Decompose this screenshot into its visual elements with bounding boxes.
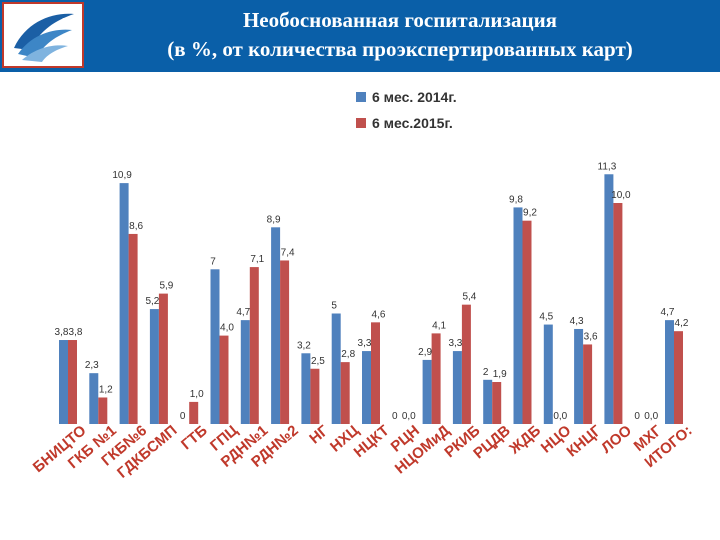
bar-2014-6: [240, 320, 250, 424]
data-label-2014-4: 0: [180, 411, 186, 422]
data-label-2015-0: 3,8: [69, 327, 83, 338]
data-label-2015-7: 7,4: [281, 247, 295, 258]
data-label-2014-18: 11,3: [598, 161, 617, 172]
bar-2014-1: [89, 373, 99, 424]
data-label-2014-11: 0: [392, 411, 398, 422]
data-label-2014-20: 4,7: [661, 307, 675, 318]
data-label-2015-3: 5,9: [159, 281, 173, 292]
legend-swatch-2014: [356, 92, 366, 102]
data-label-2014-3: 5,2: [145, 296, 159, 307]
bar-2014-7: [271, 227, 281, 424]
legend-swatch-2015: [356, 118, 366, 128]
bar-2014-18: [604, 174, 614, 424]
bar-2014-17: [574, 328, 584, 424]
bar-2015-0: [68, 340, 77, 424]
logo-image: [2, 2, 84, 68]
data-label-2014-13: 3,3: [448, 338, 462, 349]
data-label-2015-14: 1,9: [493, 369, 507, 380]
bar-2015-7: [280, 260, 290, 424]
data-label-2015-4: 1,0: [190, 389, 204, 400]
category-label-18: ЛОО: [598, 422, 635, 457]
data-label-2014-1: 2,3: [85, 360, 99, 371]
bar-2014-20: [665, 320, 674, 424]
bar-2015-15: [522, 220, 532, 424]
data-label-2015-12: 4,1: [432, 320, 446, 331]
bar-2014-10: [362, 351, 371, 424]
bar-2014-2: [119, 183, 129, 424]
bar-2014-9: [331, 313, 341, 424]
bar-2015-2: [128, 233, 138, 424]
data-label-2015-5: 4,0: [220, 323, 234, 334]
data-label-2014-5: 7: [210, 256, 216, 267]
data-label-2014-10: 3,3: [358, 338, 372, 349]
bar-chart: 3,8 3,82,31,210,98,65,25,901,074,04,77,18…: [30, 89, 696, 482]
legend: 6 мес. 2014г. 6 мес.2015г.: [356, 89, 457, 131]
legend-label-2015: 6 мес.2015г.: [372, 115, 453, 131]
bar-2015-1: [98, 397, 108, 424]
category-label-17: КНЦГ: [564, 422, 606, 461]
bars-group: [59, 174, 683, 424]
title-banner: Необоснованная госпитализация (в %, от к…: [0, 0, 720, 72]
data-label-2014-0: 3,8: [55, 327, 69, 338]
data-label-2015-13: 5,4: [462, 292, 476, 303]
data-label-2015-1: 1,2: [99, 384, 113, 395]
bar-2014-3: [149, 309, 159, 424]
bar-2014-8: [301, 353, 311, 424]
data-label-2014-8: 3,2: [297, 340, 311, 351]
bar-2014-12: [422, 359, 432, 424]
bar-2015-13: [461, 304, 471, 424]
page-title: Необоснованная госпитализация (в %, от к…: [90, 6, 710, 64]
data-label-2014-12: 2,9: [418, 347, 432, 358]
data-label-2014-14: 2: [483, 367, 489, 378]
data-label-2015-9: 2,8: [341, 349, 355, 360]
bar-2015-6: [249, 267, 259, 424]
data-label-2015-18: 10,0: [611, 190, 631, 201]
bar-2014-0: [59, 340, 68, 424]
data-label-2015-6: 7,1: [250, 254, 264, 265]
bar-2015-10: [371, 322, 380, 424]
data-label-2014-6: 4,7: [236, 307, 250, 318]
legend-label-2014: 6 мес. 2014г.: [372, 89, 457, 105]
bar-2015-17: [583, 344, 593, 424]
data-label-2014-2: 10,9: [112, 170, 132, 181]
data-label-2015-15: 9,2: [523, 208, 537, 219]
bar-2014-5: [210, 269, 220, 424]
bar-2015-5: [219, 335, 229, 424]
data-label-2014-9: 5: [331, 301, 337, 312]
bar-2014-13: [452, 351, 462, 424]
data-label-2015-20: 4,2: [675, 318, 689, 329]
data-label-2014-17: 4,3: [570, 316, 584, 327]
bar-2015-9: [340, 362, 350, 424]
bar-2015-20: [674, 331, 683, 424]
bar-2015-14: [492, 382, 502, 424]
bar-2015-4: [189, 401, 199, 424]
category-label-10: НЦКТ: [351, 422, 393, 461]
data-label-2014-16: 4,5: [539, 312, 553, 323]
data-label-2015-17: 3,6: [584, 331, 598, 342]
data-label-2015-8: 2,5: [311, 356, 325, 367]
bar-2015-12: [431, 333, 441, 424]
data-label-2014-19: 0: [634, 411, 640, 422]
category-label-15: ЖДБ: [506, 422, 545, 458]
bar-labels-group: 3,8 3,82,31,210,98,65,25,901,074,04,77,18…: [55, 161, 689, 422]
title-line-2: (в %, от количества проэкспертированных …: [167, 37, 633, 61]
bird-logo-icon: [14, 13, 74, 62]
bar-2014-14: [483, 379, 493, 424]
data-label-2014-15: 9,8: [509, 194, 523, 205]
title-line-1: Необоснованная госпитализация: [242, 8, 558, 32]
bar-2015-18: [613, 203, 623, 424]
bar-2015-3: [158, 293, 168, 424]
data-label-2014-7: 8,9: [267, 214, 281, 225]
bar-2014-16: [543, 324, 553, 424]
bar-2015-8: [310, 368, 320, 424]
data-label-2015-10: 4,6: [372, 309, 386, 320]
data-label-2015-2: 8,6: [129, 221, 143, 232]
bar-2014-15: [513, 207, 523, 424]
data-label-2015-19: 0,0: [644, 411, 658, 422]
data-label-2015-16: 0,0: [553, 411, 567, 422]
category-label-4: ГТБ: [178, 422, 211, 453]
data-label-2015-11: 0,0: [402, 411, 416, 422]
